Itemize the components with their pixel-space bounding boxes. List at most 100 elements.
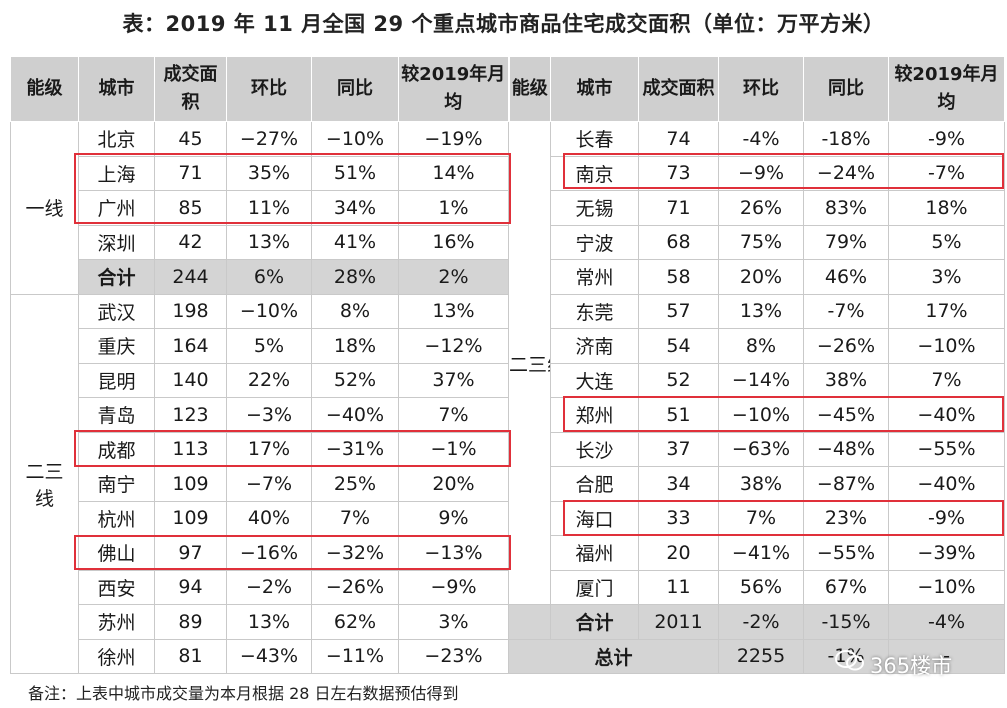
mom-value: −41% — [718, 535, 804, 571]
mom-value: −7% — [226, 466, 312, 502]
mom-value: 13% — [226, 224, 312, 260]
yoy-value: 8% — [311, 293, 399, 329]
yoy-value: 79% — [803, 224, 889, 260]
area-value: 198 — [154, 293, 227, 329]
mom-value: 11% — [226, 190, 312, 226]
header-city-right: 城市 — [550, 56, 639, 122]
table-row: 上海 71 35% 51% 14% 南京 73 −9% −24% -7% — [11, 155, 1005, 191]
city-name: 武汉 — [78, 293, 155, 329]
area-value: 58 — [638, 259, 719, 295]
area-value: 109 — [154, 500, 227, 536]
mom-value: −27% — [226, 121, 312, 157]
mom-value: 13% — [718, 293, 804, 329]
yoy-value: 83% — [803, 190, 889, 226]
yoy-value: -15% — [803, 604, 889, 640]
vs-avg-value: 5% — [888, 224, 1005, 260]
city-name: 佛山 — [78, 535, 155, 571]
mom-value: -1% — [803, 638, 889, 674]
table-row: 成都 113 17% −31% −1% 长沙 37 −63% −48% −55% — [11, 431, 1005, 467]
area-value: 81 — [154, 638, 227, 674]
city-name: 南宁 — [78, 466, 155, 502]
vs-avg-value: 20% — [398, 466, 509, 502]
vs-avg-value: 3% — [888, 259, 1005, 295]
city-name: 青岛 — [78, 397, 155, 433]
area-value: 97 — [154, 535, 227, 571]
mom-value: 35% — [226, 155, 312, 191]
area-value: 34 — [638, 466, 719, 502]
mom-value: −3% — [226, 397, 312, 433]
mom-value: 17% — [226, 431, 312, 467]
vs-avg-value: −13% — [398, 535, 509, 571]
yoy-value: 18% — [311, 328, 399, 364]
vs-avg-value: −12% — [398, 328, 509, 364]
yoy-value: 51% — [311, 155, 399, 191]
mom-value: 13% — [226, 604, 312, 640]
city-name: 昆明 — [78, 362, 155, 398]
area-value: 123 — [154, 397, 227, 433]
mom-value: 20% — [718, 259, 804, 295]
area-value: 42 — [154, 224, 227, 260]
subtotal-label: 合计 — [550, 604, 639, 640]
tier-label-text: 二三线 — [25, 460, 64, 510]
vs-avg-value: 18% — [888, 190, 1005, 226]
city-name: 大连 — [550, 362, 639, 398]
table-row: 杭州 109 40% 7% 9% 海口 33 7% 23% -9% — [11, 500, 1005, 536]
yoy-value: −48% — [803, 431, 889, 467]
tier-label: 二三线 — [10, 293, 79, 674]
vs-avg-value: -9% — [888, 500, 1005, 536]
area-value: 73 — [638, 155, 719, 191]
yoy-value: 38% — [803, 362, 889, 398]
vs-avg-value: 3% — [398, 604, 509, 640]
yoy-value: 52% — [311, 362, 399, 398]
vs-avg-value: −1% — [398, 431, 509, 467]
header-row: 能级 城市 成交面积 环比 同比 较2019年月均 能级 城市 成交面积 环比 … — [10, 56, 1005, 122]
city-name: 重庆 — [78, 328, 155, 364]
vs-avg-value: 37% — [398, 362, 509, 398]
vs-avg-value: −39% — [888, 535, 1005, 571]
area-value: 37 — [638, 431, 719, 467]
area-value: 20 — [638, 535, 719, 571]
yoy-value: 67% — [803, 569, 889, 605]
mom-value: −43% — [226, 638, 312, 674]
area-value: 89 — [154, 604, 227, 640]
yoy-value: −11% — [311, 638, 399, 674]
area-value: 45 — [154, 121, 227, 157]
city-name: 南京 — [550, 155, 639, 191]
vs-avg-value: −19% — [398, 121, 509, 157]
yoy-value: 62% — [311, 604, 399, 640]
city-name: 苏州 — [78, 604, 155, 640]
mom-value: −16% — [226, 535, 312, 571]
vs-avg-value: 17% — [888, 293, 1005, 329]
city-name: 厦门 — [550, 569, 639, 605]
city-name: 合肥 — [550, 466, 639, 502]
table-row: 合计 244 6% 28% 2% 常州 58 20% 46% 3% — [11, 259, 1005, 295]
header-mom: 环比 — [226, 56, 312, 122]
vs-avg-value: 9% — [398, 500, 509, 536]
yoy-value: 23% — [803, 500, 889, 536]
vs-avg-value: 13% — [398, 293, 509, 329]
vs-avg-value: −23% — [398, 638, 509, 674]
city-name: 杭州 — [78, 500, 155, 536]
mom-value: -2% — [718, 604, 804, 640]
header-vs-avg: 较2019年月均 — [398, 56, 510, 122]
table-row: 青岛 123 −3% −40% 7% 郑州 51 −10% −45% −40% — [11, 397, 1005, 433]
vs-avg-value: 16% — [398, 224, 509, 260]
area-value: 244 — [154, 259, 227, 295]
vs-avg-value: 7% — [398, 397, 509, 433]
mom-value: 38% — [718, 466, 804, 502]
mom-value: 56% — [718, 569, 804, 605]
table-row: 西安 94 −2% −26% −9% 厦门 11 56% 67% −10% — [11, 569, 1005, 605]
table-row: 广州 85 11% 34% 1% 无锡 71 26% 83% 18% — [11, 190, 1005, 226]
city-name: 北京 — [78, 121, 155, 157]
table-row: 南宁 109 −7% 25% 20% 合肥 34 38% −87% −40% — [11, 466, 1005, 502]
area-value: 68 — [638, 224, 719, 260]
table-row: 苏州 89 13% 62% 3% 合计 2011 -2% -15% -4% — [11, 604, 1005, 640]
yoy-value: 34% — [311, 190, 399, 226]
mom-value: 8% — [718, 328, 804, 364]
area-value: 2255 — [718, 638, 804, 674]
header-level: 能级 — [10, 56, 79, 122]
city-name: 长沙 — [550, 431, 639, 467]
vs-avg-value: 2% — [398, 259, 509, 295]
city-name: 福州 — [550, 535, 639, 571]
vs-avg-value: -7% — [888, 155, 1005, 191]
